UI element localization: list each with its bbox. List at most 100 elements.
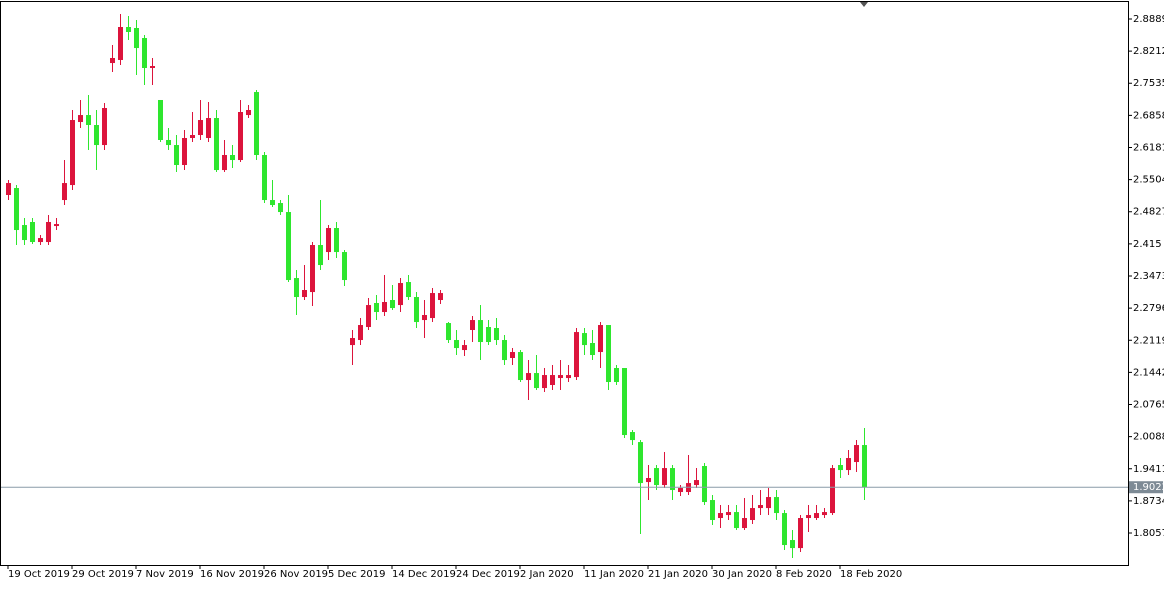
candle-body (638, 442, 643, 484)
y-tick-label: 2.6858 (1133, 110, 1164, 121)
candle-body (518, 352, 523, 381)
candle-body (126, 27, 131, 32)
candle-body (758, 505, 763, 509)
x-tick-label: 19 Oct 2019 (8, 569, 70, 580)
candle-body (422, 315, 427, 321)
x-tick-label: 8 Feb 2020 (776, 569, 832, 580)
candle-body (590, 343, 595, 356)
candle-body (582, 333, 587, 346)
candle-body (94, 125, 99, 146)
candle-body (54, 224, 59, 227)
x-tick-label: 30 Jan 2020 (712, 569, 772, 580)
x-tick-label: 29 Oct 2019 (72, 569, 134, 580)
plot-frame (0, 1, 1129, 566)
candle-body (358, 325, 363, 341)
y-tick-label: 2.2796 (1133, 303, 1164, 314)
y-tick-label: 2.0088 (1133, 432, 1164, 443)
candle-body (654, 468, 659, 486)
y-tick-label: 2.2119 (1133, 335, 1164, 346)
candle-body (526, 373, 531, 381)
candle-body (254, 92, 259, 155)
y-tick-label: 2.5504 (1133, 175, 1164, 186)
candle-body (174, 145, 179, 166)
candle-body (382, 302, 387, 313)
y-tick-label: 2.415 (1133, 239, 1162, 250)
candle-body (238, 111, 243, 161)
current-price-label: 1.9022 (1133, 482, 1164, 493)
candle-body (614, 368, 619, 383)
candle-body (22, 225, 27, 241)
candle-body (742, 518, 747, 529)
candle-body (38, 238, 43, 243)
candle-body (462, 345, 467, 351)
candle-body (838, 465, 843, 471)
candle-body (430, 293, 435, 319)
candle-body (494, 328, 499, 341)
candle-body (454, 340, 459, 349)
candle-body (486, 327, 491, 343)
candle-body (206, 118, 211, 139)
candle-body (142, 38, 147, 69)
candle-body (166, 139, 171, 146)
y-tick-label: 1.8734 (1133, 496, 1164, 507)
candle-body (102, 108, 107, 146)
candle-body (558, 375, 563, 379)
current-price-box (1129, 481, 1163, 494)
candle-body (246, 110, 251, 116)
candle-body (862, 445, 867, 488)
candle-body (390, 300, 395, 309)
candle-body (78, 115, 83, 123)
candle-body (766, 497, 771, 509)
candle-body (190, 135, 195, 139)
candle-body (542, 375, 547, 389)
y-tick-label: 2.6181 (1133, 142, 1164, 153)
y-tick-label: 2.4827 (1133, 207, 1164, 218)
candle-body (334, 228, 339, 253)
candle-body (630, 432, 635, 441)
candle-body (366, 305, 371, 328)
candle-body (350, 338, 355, 346)
x-tick-label: 24 Dec 2019 (456, 569, 520, 580)
candle-body (294, 278, 299, 298)
candle-body (806, 515, 811, 519)
candle-body (326, 228, 331, 253)
candle-body (710, 500, 715, 521)
candle-body (30, 221, 35, 243)
candle-body (214, 118, 219, 171)
candle-body (262, 154, 267, 201)
candle-body (46, 221, 51, 243)
candle-body (774, 497, 779, 514)
candle-body (310, 245, 315, 293)
y-tick-label: 2.0765 (1133, 400, 1164, 411)
candle-body (302, 290, 307, 298)
shift-marker (860, 2, 868, 7)
candle-body (734, 512, 739, 529)
y-tick-label: 2.3473 (1133, 271, 1164, 282)
candle-body (398, 283, 403, 306)
candle-body (598, 325, 603, 353)
candle-body (678, 488, 683, 493)
candle-body (182, 138, 187, 166)
candle-body (318, 245, 323, 266)
candle-body (6, 183, 11, 195)
candle-body (694, 480, 699, 486)
candle-body (374, 303, 379, 313)
candle-body (278, 203, 283, 213)
candle-body (846, 458, 851, 471)
x-tick-label: 2 Jan 2020 (520, 569, 574, 580)
candle-body (718, 513, 723, 519)
candle-body (622, 368, 627, 436)
candle-body (70, 120, 75, 186)
x-tick-label: 26 Nov 2019 (264, 569, 328, 580)
candle-body (566, 375, 571, 379)
candle-body (134, 28, 139, 49)
x-tick-label: 7 Nov 2019 (136, 569, 194, 580)
candle-body (670, 468, 675, 491)
x-tick-label: 14 Dec 2019 (392, 569, 456, 580)
y-tick-label: 2.8889 (1133, 14, 1164, 25)
candle-body (230, 154, 235, 161)
x-tick-label: 16 Nov 2019 (200, 569, 264, 580)
candle-body (198, 120, 203, 136)
